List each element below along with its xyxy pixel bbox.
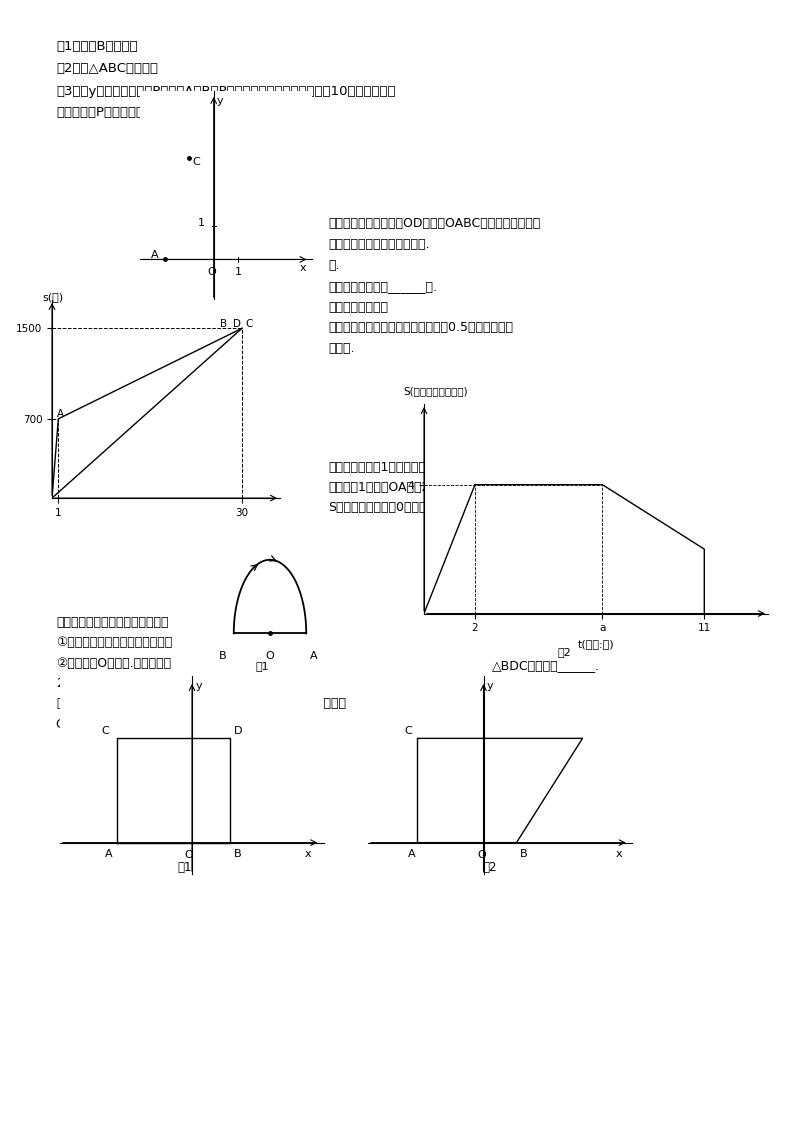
Text: O: O	[185, 850, 194, 860]
Text: x: x	[615, 849, 622, 859]
Text: s(米): s(米)	[42, 292, 64, 302]
Text: O: O	[477, 850, 486, 860]
Text: y: y	[217, 96, 223, 106]
Text: 米.: 米.	[328, 259, 339, 272]
Text: （3）在y轴上是否存在点P，使以A、B、P三点为顶点的三角形的面积为10？若存在，请: （3）在y轴上是否存在点P，使以A、B、P三点为顶点的三角形的面积为10？若存在…	[56, 85, 395, 97]
Text: S(离出发点的距离米): S(离出发点的距离米)	[404, 386, 468, 396]
Text: C: C	[102, 727, 110, 736]
Text: C、D. 连接AC、BD、CD.: C、D. 连接AC、BD、CD.	[56, 718, 178, 730]
Text: B: B	[219, 651, 227, 661]
Text: 米，乌龟每分钟爬______米.: 米，乌龟每分钟爬______米.	[328, 280, 437, 292]
Text: 图1: 图1	[256, 661, 270, 670]
Text: A: A	[151, 250, 158, 259]
Text: 寻找食物，如图1，蛂蚁从圆心O出发，按图中: 寻找食物，如图1，蛂蚁从圆心O出发，按图中	[328, 461, 488, 473]
Text: 26.如图1，在平面直角坐标系中，: 26.如图1，在平面直角坐标系中，	[56, 677, 181, 689]
Text: 分钟？.: 分钟？.	[328, 342, 354, 354]
Text: 点A、B分别向上平移2个单位长度，再向右平移2个单位长度，得到A、B的对应点: 点A、B分别向上平移2个单位长度，再向右平移2个单位长度，得到A、B的对应点	[56, 697, 346, 710]
Text: C: C	[245, 318, 253, 328]
Text: A: A	[106, 849, 113, 859]
Text: 1: 1	[234, 267, 242, 276]
Text: B: B	[220, 318, 227, 328]
Text: ①蛂蚁停下来吃食物的地方，离出: ①蛂蚁停下来吃食物的地方，离出	[56, 636, 172, 649]
Text: S（蛂蚁所在位置与0点之间线段的长度）与时: S（蛂蚁所在位置与0点之间线段的长度）与时	[328, 501, 486, 514]
Text: 直接写出点P的坐标；若不存在，请说明理由.: 直接写出点P的坐标；若不存在，请说明理由.	[56, 106, 220, 119]
Text: 走路：（1）线段OA、（2）半圆弧AB、（3）线段: 走路：（1）线段OA、（2）半圆弧AB、（3）线段	[328, 481, 522, 494]
Text: 中给出的信息，解决下列问题.: 中给出的信息，解决下列问题.	[328, 238, 430, 250]
Text: 1: 1	[198, 217, 205, 228]
Text: （1）求点B的坐标；: （1）求点B的坐标；	[56, 40, 138, 52]
Text: △BDC的面积为______.: △BDC的面积为______.	[492, 659, 600, 671]
Text: D: D	[233, 318, 241, 328]
Text: A: A	[57, 409, 64, 419]
Text: A: A	[408, 849, 415, 859]
Text: 的2倍？若存在，请求出: 的2倍？若存在，请求出	[492, 679, 575, 692]
Text: B: B	[520, 849, 527, 859]
Text: x: x	[305, 849, 312, 859]
Text: C: C	[193, 157, 201, 166]
Text: ：常熟悉，图中的线段OD和折线OABC表示「龟兔赛跑」: ：常熟悉，图中的线段OD和折线OABC表示「龟兔赛跑」	[328, 217, 540, 230]
X-axis label: t(时间:分): t(时间:分)	[578, 638, 614, 649]
Text: y: y	[486, 680, 494, 691]
Text: O: O	[266, 651, 274, 661]
Text: B: B	[234, 849, 241, 859]
Text: 图2: 图2	[483, 861, 498, 874]
Text: 的前后，始终保持爬行且爬行速度: 的前后，始终保持爬行且爬行速度	[56, 616, 169, 628]
Text: （2）求△ABC的面积；: （2）求△ABC的面积；	[56, 62, 158, 75]
Text: C: C	[404, 727, 412, 736]
Text: O: O	[207, 267, 216, 276]
Text: 图1: 图1	[178, 861, 192, 874]
Text: y: y	[196, 680, 202, 691]
Text: 正在睡觉的兔子；: 正在睡觉的兔子；	[328, 301, 388, 314]
Text: 度跑向终点，结果还是比乌龟晚到。0.5分钟，请你算: 度跑向终点，结果还是比乌龟晚到。0.5分钟，请你算	[328, 321, 513, 334]
Text: D: D	[234, 727, 242, 736]
Text: x: x	[300, 264, 306, 273]
Text: ②蛂蚁返回O的时间.（注：圆周: ②蛂蚁返回O的时间.（注：圆周	[56, 657, 171, 669]
Text: 图2: 图2	[558, 648, 571, 658]
Text: A: A	[310, 651, 318, 661]
